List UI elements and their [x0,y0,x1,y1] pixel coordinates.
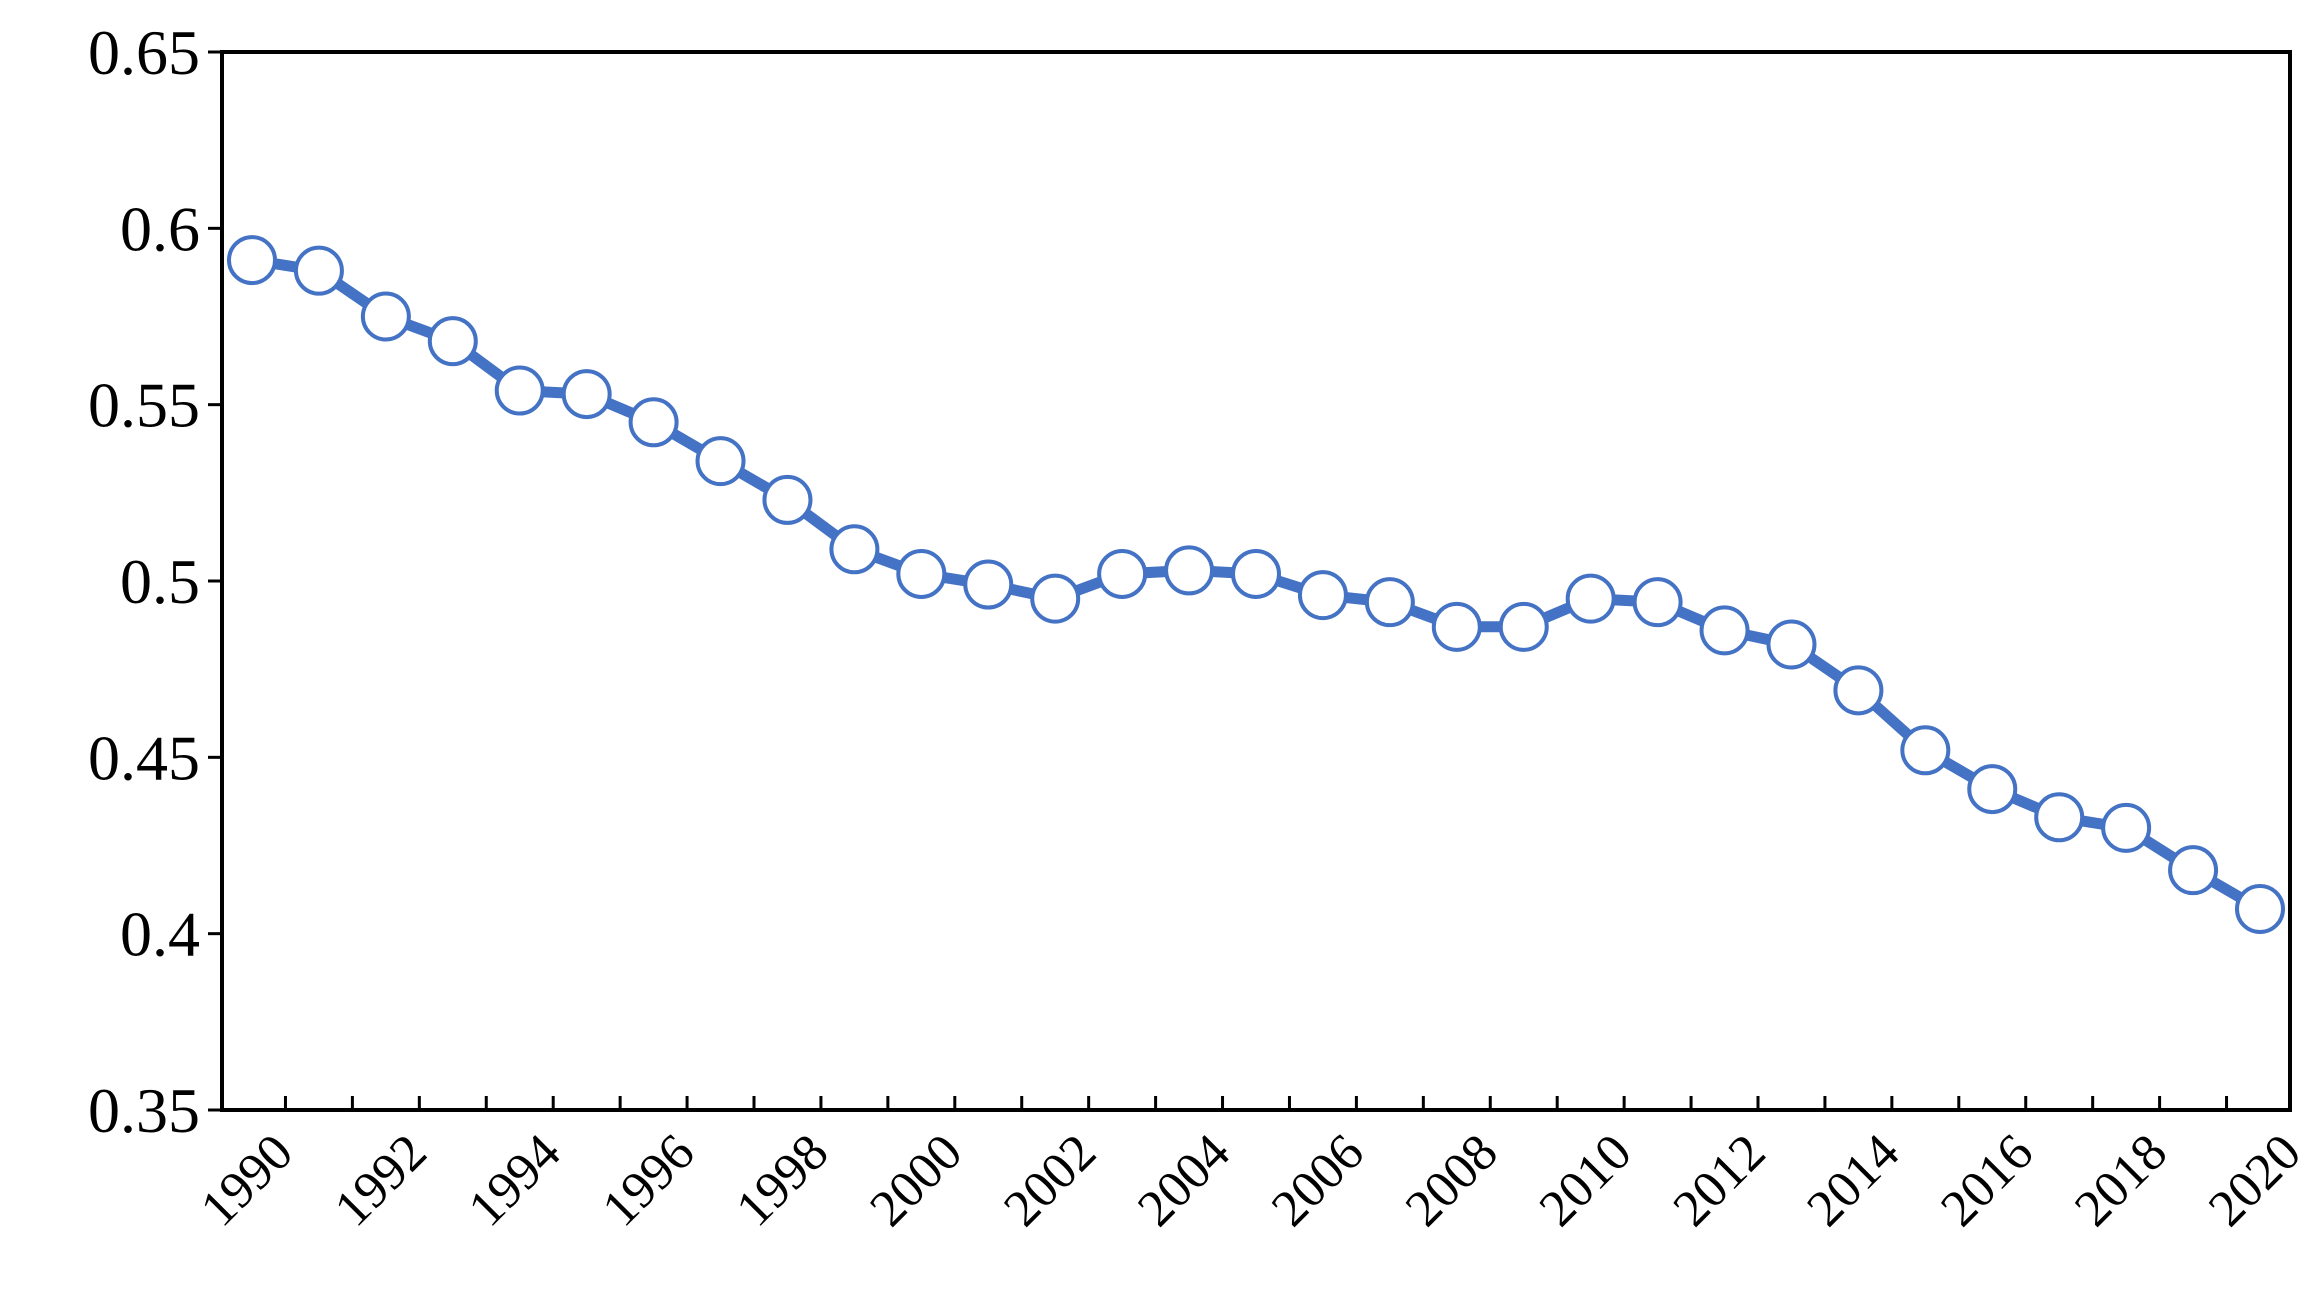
x-axis-labels: 1990 1992 1994 1996 1998 2000 2002 2004 2006 2008… [190,1124,2312,1238]
x-tick-label: 2010 [1529,1124,1643,1238]
data-point [2235,883,2285,934]
x-tick-label: 2016 [1930,1124,2044,1238]
series-points [227,235,2285,934]
x-tick-label: 2004 [1127,1124,1241,1238]
x-tick-label: 2002 [993,1124,1107,1238]
y-tick-label: 0.65 [88,17,200,88]
data-point [695,436,746,487]
x-tick-label: 2020 [2198,1124,2312,1238]
x-axis-ticks [283,1096,2229,1110]
data-point [1833,665,1884,716]
data-point [227,235,277,286]
data-point [1766,619,1817,670]
x-tick-label: 2000 [859,1124,973,1238]
data-point [360,291,411,342]
data-point [1231,548,1281,599]
y-tick-label: 0.4 [120,899,200,970]
x-tick-label: 2008 [1395,1124,1509,1238]
data-point [1967,764,2018,815]
y-tick-label: 0.6 [120,193,200,264]
y-axis-labels: 0.35 0.4 0.45 0.5 0.55 0.6 0.65 [88,17,200,1146]
y-tick-label: 0.35 [88,1075,200,1146]
data-point [1900,725,1951,776]
y-axis-ticks [208,50,222,1112]
data-point [1632,577,1683,628]
data-point [829,524,880,575]
data-point [628,397,679,448]
data-point [1565,573,1616,624]
x-tick-label: 1992 [324,1124,438,1238]
plot-area-frame [220,50,2292,1112]
data-point [963,559,1014,610]
data-point [2101,802,2152,853]
y-tick-label: 0.5 [120,546,200,617]
data-point [561,369,612,420]
data-point [1097,548,1148,599]
data-point [1498,601,1549,652]
data-point [1431,601,1482,652]
data-point [2168,845,2219,896]
data-point [293,245,344,296]
data-point [896,548,947,599]
data-point [762,474,813,525]
data-point [1364,577,1415,628]
x-tick-label: 2018 [2064,1124,2178,1238]
data-point [1297,570,1348,621]
x-tick-label: 1996 [592,1124,706,1238]
data-point [1164,545,1215,596]
data-point [1030,573,1081,624]
y-tick-label: 0.55 [88,370,200,441]
data-point [427,316,478,367]
y-tick-label: 0.45 [88,722,200,793]
data-point [2034,792,2085,843]
data-point [1699,605,1750,656]
x-tick-label: 1994 [458,1124,572,1238]
data-point [494,365,545,416]
x-tick-label: 2006 [1261,1124,1375,1238]
x-tick-label: 2014 [1796,1124,1910,1238]
x-tick-label: 1990 [190,1124,304,1238]
x-tick-label: 1998 [726,1124,840,1238]
x-tick-label: 2012 [1663,1124,1777,1238]
